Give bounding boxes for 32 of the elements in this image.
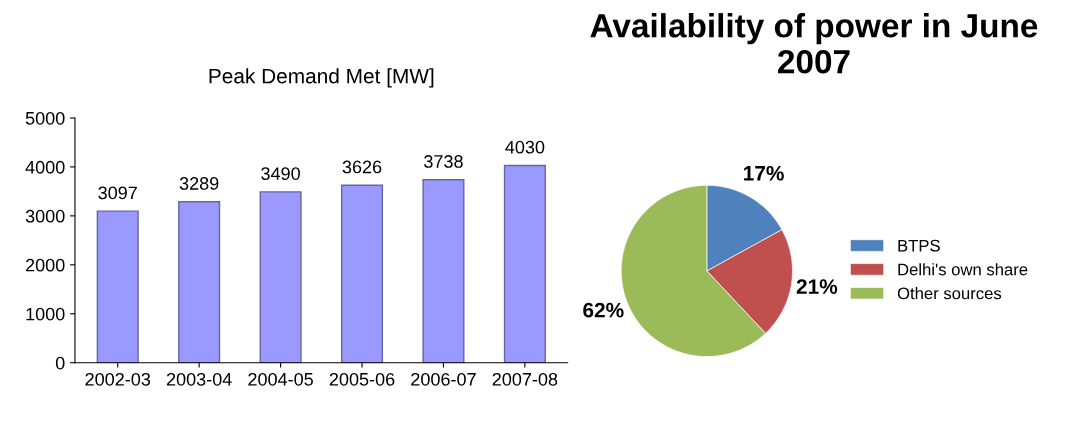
- bar: [259, 191, 302, 363]
- data-label: 3490: [261, 167, 300, 180]
- x-tick-label: 2005-06: [329, 372, 395, 386]
- bar: [503, 164, 546, 363]
- x-tick-label: 2004-05: [248, 372, 313, 386]
- legend-label: BTPS: [898, 239, 940, 252]
- data-label: 3097: [98, 186, 137, 200]
- data-label: 4030: [505, 140, 545, 154]
- data-label: 3289: [179, 177, 219, 190]
- y-tick-label: 1000: [26, 307, 65, 321]
- data-label: 3626: [342, 160, 382, 174]
- y-tick-label: 5000: [25, 111, 65, 125]
- data-label: 21%: [796, 279, 838, 294]
- chart-title: Peak Demand Met [MW]: [209, 68, 434, 88]
- bar: [96, 210, 139, 363]
- x-tick-label: 2003-04: [166, 372, 232, 386]
- chart-title: Availability of power in June 2007: [590, 13, 1038, 74]
- bar: [422, 179, 465, 363]
- data-label: 3738: [424, 155, 463, 168]
- y-tick-label: 0: [55, 356, 65, 370]
- legend-label: Delhi's own share: [898, 263, 1028, 276]
- x-tick-label: 2007-08: [492, 372, 558, 386]
- data-label: 17%: [744, 165, 784, 181]
- x-tick-label: 2006-07: [411, 372, 476, 386]
- y-tick-label: 3000: [25, 209, 65, 223]
- legend-label: Other sources: [897, 287, 1002, 300]
- bar: [340, 184, 384, 363]
- y-tick-label: 2000: [25, 258, 65, 272]
- y-tick-label: 4000: [25, 160, 65, 174]
- x-tick-label: 2002-03: [85, 372, 151, 386]
- bar: [178, 201, 221, 363]
- data-label: 62%: [583, 302, 624, 318]
